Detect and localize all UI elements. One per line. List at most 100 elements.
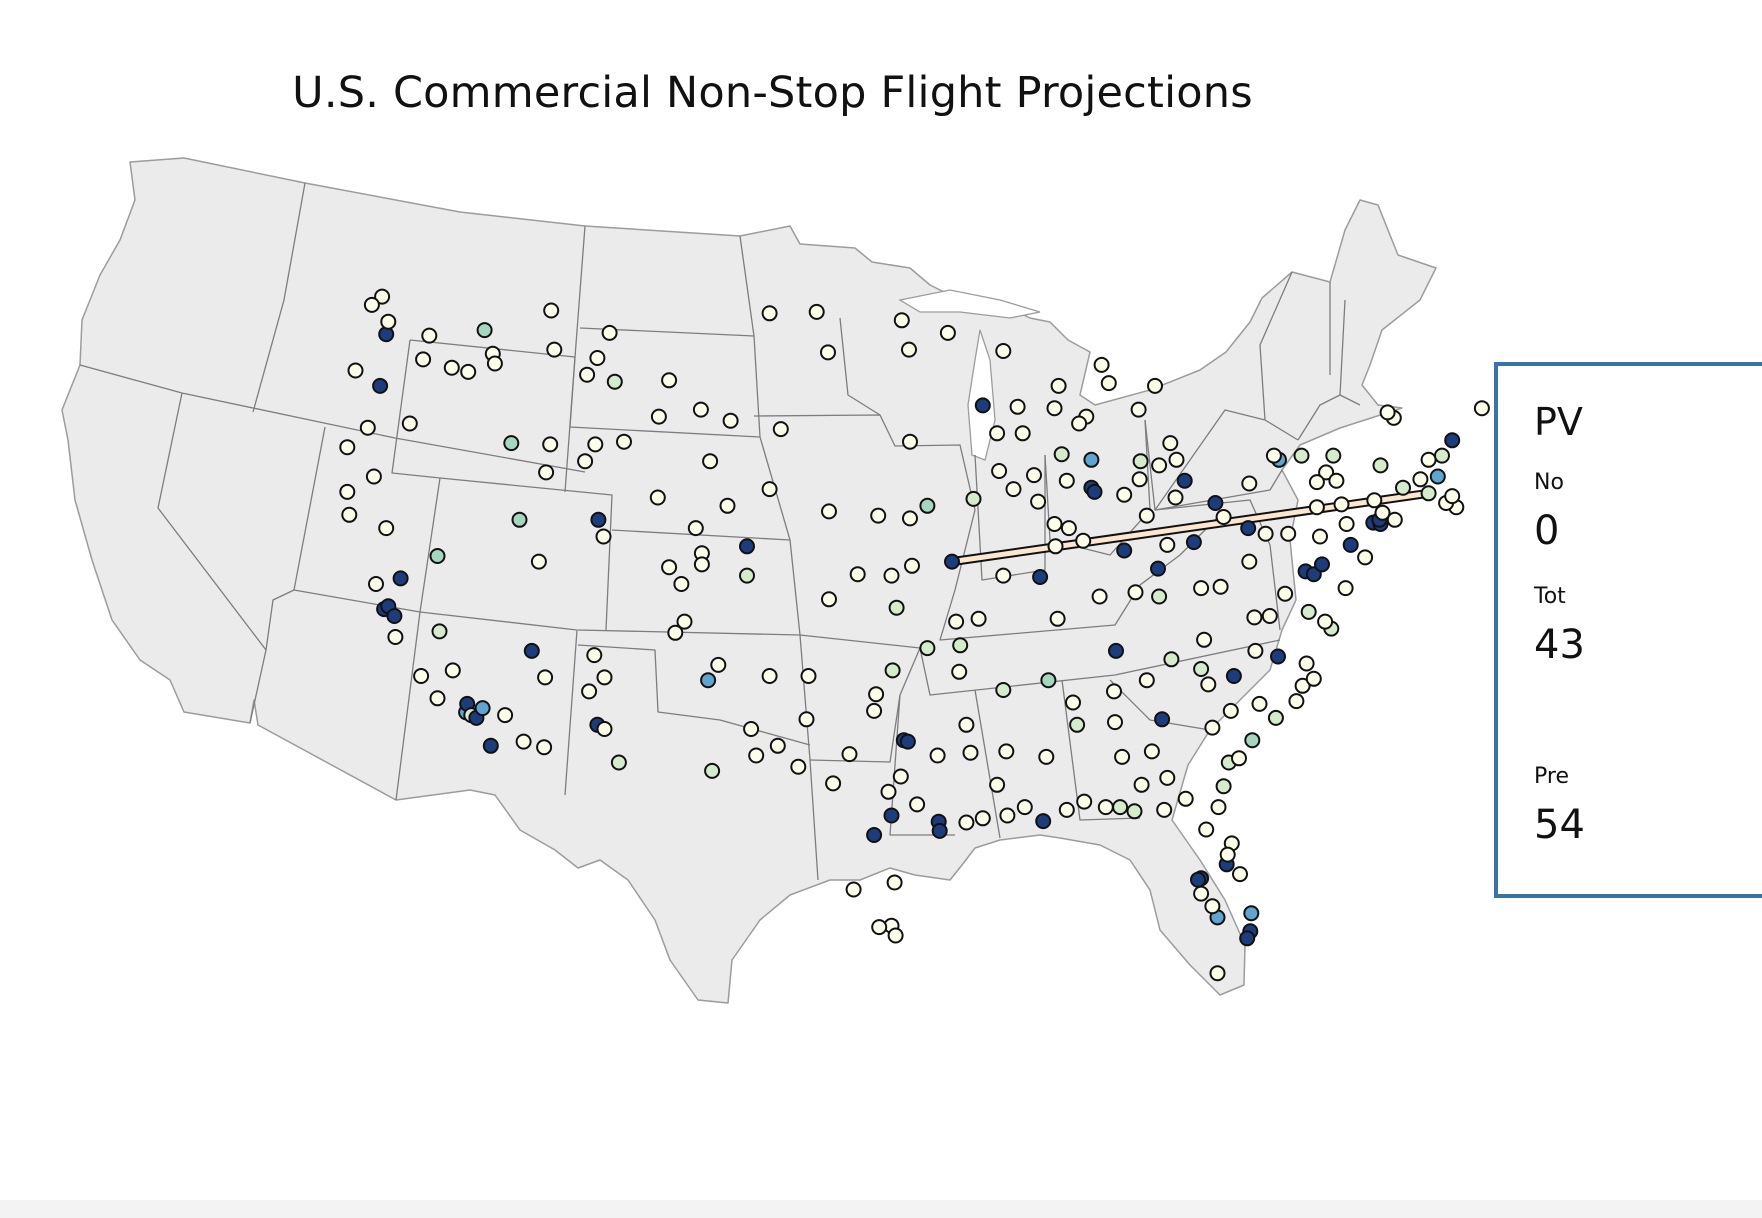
airport-marker-fnt[interactable] [1168,451,1185,468]
airport-marker-aex[interactable] [989,776,1006,793]
airport-marker-tol[interactable] [1167,489,1184,506]
airport-marker-bna[interactable] [1108,642,1124,659]
airport-marker-mke[interactable] [1083,451,1100,468]
airport-marker-cho[interactable] [1277,585,1294,602]
airport-marker-abq[interactable] [700,672,717,689]
airport-marker-jax[interactable] [1210,799,1227,816]
airport-marker-ely[interactable] [530,553,547,570]
airport-marker-bdl[interactable] [1395,479,1411,496]
airport-marker-pih[interactable] [577,453,594,470]
airport-marker-isn[interactable] [761,305,778,322]
airport-marker-bgm[interactable] [1328,472,1345,489]
airport-marker-boi[interactable] [503,435,520,452]
airport-marker-hts[interactable] [1193,580,1210,597]
airport-marker-pgd[interactable] [1204,898,1221,915]
airport-marker-dsm[interactable] [965,490,982,507]
airport-marker-gcn[interactable] [586,647,603,664]
airport-marker-iag[interactable] [1265,447,1282,464]
airport-marker-lan[interactable] [1151,457,1168,474]
airport-marker-eko[interactable] [511,511,528,528]
airport-marker-pbi[interactable] [1243,905,1260,922]
airport-marker-hhh[interactable] [1231,750,1247,767]
airport-marker-las[interactable] [523,642,540,659]
airport-marker-cnm[interactable] [748,747,765,764]
airport-marker-twf[interactable] [538,464,555,481]
airport-marker-tlh[interactable] [1156,801,1173,818]
airport-marker-cha[interactable] [1138,672,1155,689]
airport-marker-sln[interactable] [883,567,900,584]
airport-marker-gjt[interactable] [661,559,678,576]
airport-marker-mci[interactable] [944,553,960,570]
airport-marker-hsv[interactable] [1106,683,1122,700]
airport-marker-cgi[interactable] [1049,610,1066,627]
airport-marker-ase[interactable] [693,556,710,573]
airport-marker-alo[interactable] [991,463,1008,479]
airport-marker-azo[interactable] [1131,471,1148,488]
airport-marker-atw[interactable] [1071,415,1088,432]
airport-marker-cec[interactable] [339,483,356,500]
airport-marker-btm[interactable] [579,366,596,383]
airport-marker-hou[interactable] [931,822,948,839]
airport-marker-rst[interactable] [989,425,1006,442]
airport-marker-atl[interactable] [1154,711,1171,728]
airport-marker-isp[interactable] [1386,511,1403,528]
airport-marker-bwi[interactable] [1314,556,1330,573]
airport-marker-pia[interactable] [1046,516,1063,532]
airport-marker-pln[interactable] [1147,377,1163,394]
airport-marker-ast[interactable] [347,362,364,379]
airport-marker-mlu[interactable] [998,743,1015,760]
airport-marker-rno[interactable] [429,548,446,564]
airport-marker-roa[interactable] [1246,609,1263,626]
airport-marker-row[interactable] [743,721,760,737]
airport-marker-stl[interactable] [1032,569,1049,585]
airport-marker-bos[interactable] [1429,468,1446,485]
airport-marker-btr[interactable] [1016,799,1033,816]
airport-marker-orh[interactable] [1412,471,1429,488]
airport-marker-cmi[interactable] [1075,532,1092,549]
airport-marker-sgf[interactable] [970,610,987,627]
airport-marker-phl[interactable] [1342,536,1359,553]
airport-marker-ric[interactable] [1300,603,1317,620]
airport-marker-bgr[interactable] [1473,400,1490,417]
airport-marker-psp[interactable] [497,707,514,724]
airport-marker-eau[interactable] [1009,398,1026,415]
airport-marker-dal[interactable] [899,733,916,750]
airport-marker-abe[interactable] [1338,516,1355,532]
airport-marker-msp[interactable] [974,397,991,414]
airport-marker-lbb[interactable] [798,711,815,728]
airport-marker-rdm[interactable] [401,415,418,432]
airport-marker-lnk[interactable] [902,510,918,527]
airport-marker-lrd[interactable] [845,881,862,898]
airport-marker-hya[interactable] [1444,488,1461,505]
airport-marker-bil[interactable] [661,372,678,389]
airport-marker-sby[interactable] [1337,580,1354,597]
airport-marker-eug[interactable] [359,419,376,436]
airport-marker-fsd[interactable] [902,433,918,450]
airport-marker-psm[interactable] [1434,447,1450,464]
airport-marker-tcc[interactable] [761,668,778,684]
airport-marker-bpt[interactable] [958,814,975,831]
airport-marker-lft[interactable] [999,807,1016,824]
airport-marker-ith[interactable] [1318,464,1335,481]
airport-marker-bli[interactable] [374,288,391,305]
airport-marker-pae[interactable] [380,313,397,330]
airport-marker-ont[interactable] [474,700,491,717]
airport-marker-gfk[interactable] [893,312,910,329]
airport-marker-hob[interactable] [769,737,786,754]
airport-marker-lws[interactable] [486,355,503,372]
airport-marker-hpn[interactable] [1374,504,1391,521]
airport-marker-acy[interactable] [1357,549,1374,566]
airport-marker-myr[interactable] [1267,709,1284,726]
airport-marker-rhi[interactable] [1050,377,1067,394]
airport-marker-mfr[interactable] [365,468,382,485]
airport-marker-elm[interactable] [1308,474,1325,491]
airport-marker-sfb[interactable] [1219,846,1236,863]
airport-marker-avp[interactable] [1333,496,1350,513]
airport-marker-mry[interactable] [387,629,404,645]
airport-marker-gtf[interactable] [601,324,618,341]
airport-marker-dtw[interactable] [1176,472,1193,489]
airport-marker-tvc[interactable] [1130,401,1147,418]
airport-marker-geg[interactable] [476,322,493,339]
airport-marker-yum[interactable] [536,739,553,756]
airport-marker-sps[interactable] [866,702,883,719]
